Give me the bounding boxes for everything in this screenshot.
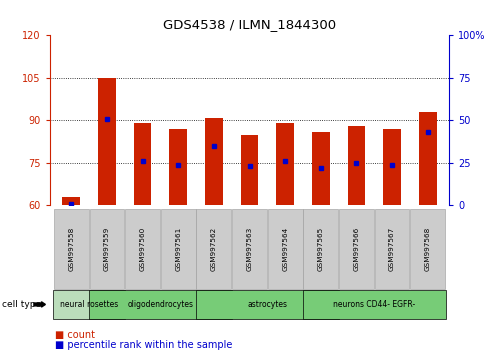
- Bar: [134, 123, 152, 205]
- Text: GSM997566: GSM997566: [353, 227, 359, 271]
- Bar: [62, 197, 80, 205]
- Text: GSM997565: GSM997565: [318, 227, 324, 271]
- Bar: [419, 112, 437, 205]
- Text: cell type: cell type: [2, 300, 41, 309]
- Bar: [205, 118, 223, 205]
- Bar: [241, 135, 258, 205]
- Text: GSM997560: GSM997560: [140, 227, 146, 271]
- Bar: [312, 132, 330, 205]
- Text: GSM997563: GSM997563: [247, 227, 252, 271]
- Text: ■ percentile rank within the sample: ■ percentile rank within the sample: [55, 340, 232, 350]
- Title: GDS4538 / ILMN_1844300: GDS4538 / ILMN_1844300: [163, 18, 336, 32]
- Text: astrocytes: astrocytes: [248, 300, 287, 309]
- Text: ■ count: ■ count: [55, 330, 95, 339]
- Text: GSM997561: GSM997561: [175, 227, 181, 271]
- Text: neurons CD44- EGFR-: neurons CD44- EGFR-: [333, 300, 415, 309]
- Text: GSM997559: GSM997559: [104, 227, 110, 271]
- Bar: [98, 78, 116, 205]
- Bar: [347, 126, 365, 205]
- Bar: [169, 129, 187, 205]
- Text: neural rosettes: neural rosettes: [60, 300, 118, 309]
- Text: GSM997564: GSM997564: [282, 227, 288, 271]
- Bar: [276, 123, 294, 205]
- Bar: [383, 129, 401, 205]
- Text: GSM997567: GSM997567: [389, 227, 395, 271]
- Text: GSM997562: GSM997562: [211, 227, 217, 271]
- Text: GSM997558: GSM997558: [68, 227, 74, 271]
- Text: GSM997568: GSM997568: [425, 227, 431, 271]
- Text: oligodendrocytes: oligodendrocytes: [127, 300, 194, 309]
